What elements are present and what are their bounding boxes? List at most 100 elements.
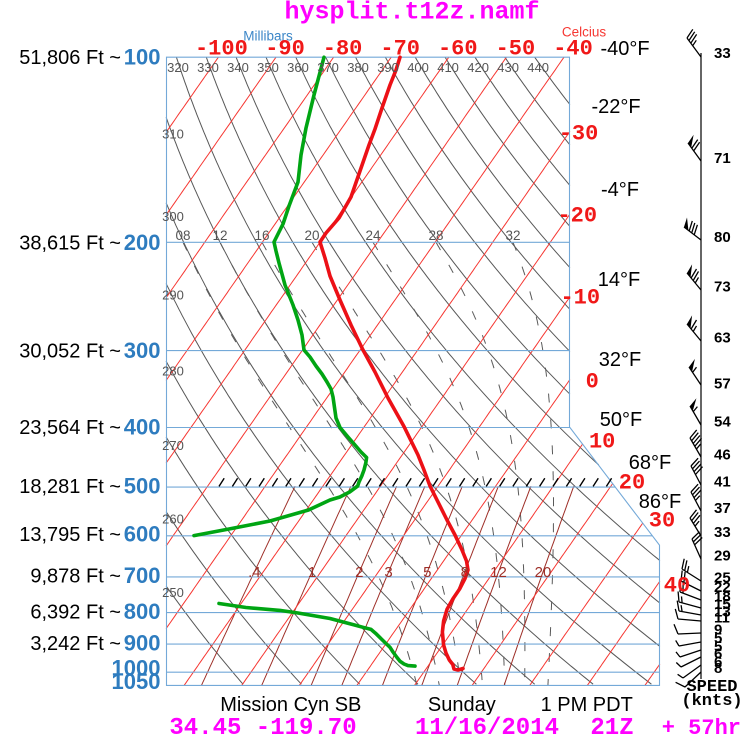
- svg-text:0: 0: [586, 370, 599, 395]
- svg-text:Mission Cyn SB: Mission Cyn SB: [220, 694, 361, 716]
- svg-text:380: 380: [347, 60, 369, 75]
- svg-text:6,392 Ft ~: 6,392 Ft ~: [30, 602, 121, 624]
- svg-text:-10: -10: [560, 286, 600, 311]
- svg-text:(knts): (knts): [681, 692, 741, 711]
- svg-text:330: 330: [197, 60, 219, 75]
- svg-text:71: 71: [714, 150, 731, 167]
- svg-text:68°F: 68°F: [629, 452, 671, 474]
- svg-text:14°F: 14°F: [598, 269, 640, 291]
- svg-text:-20: -20: [557, 204, 597, 229]
- svg-text:18,281 Ft ~: 18,281 Ft ~: [19, 476, 121, 498]
- svg-text:250: 250: [162, 585, 184, 600]
- svg-text:50°F: 50°F: [600, 409, 642, 431]
- svg-text:80: 80: [714, 229, 731, 246]
- svg-text:54: 54: [714, 414, 731, 431]
- svg-text:11: 11: [714, 610, 730, 627]
- svg-text:33: 33: [714, 524, 731, 541]
- svg-text:200: 200: [124, 230, 161, 255]
- svg-text:5: 5: [423, 564, 431, 581]
- svg-text:.4: .4: [248, 564, 261, 581]
- svg-text:hysplit.t12z.namf: hysplit.t12z.namf: [284, 0, 539, 27]
- svg-text:08: 08: [175, 228, 190, 243]
- svg-text:420: 420: [467, 60, 489, 75]
- svg-text:86°F: 86°F: [639, 491, 681, 513]
- svg-text:410: 410: [437, 60, 459, 75]
- svg-text:18: 18: [714, 589, 731, 606]
- svg-text:430: 430: [497, 60, 519, 75]
- svg-text:-90: -90: [265, 37, 305, 62]
- svg-text:900: 900: [124, 631, 161, 656]
- svg-text:Millibars: Millibars: [243, 29, 293, 44]
- svg-text:-50: -50: [496, 37, 536, 62]
- svg-text:500: 500: [124, 474, 161, 499]
- svg-text:-40: -40: [553, 37, 593, 62]
- svg-text:340: 340: [227, 60, 249, 75]
- svg-text:11/16/2014: 11/16/2014: [415, 715, 559, 741]
- svg-text:390: 390: [377, 60, 399, 75]
- svg-text:SPEED: SPEED: [686, 678, 737, 697]
- svg-text:51,806 Ft ~: 51,806 Ft ~: [19, 47, 121, 69]
- svg-text:320: 320: [167, 60, 189, 75]
- svg-text:46: 46: [714, 446, 731, 463]
- svg-text:34.45 -119.70: 34.45 -119.70: [169, 715, 356, 741]
- svg-text:Sunday: Sunday: [428, 694, 496, 716]
- svg-text:40: 40: [664, 574, 690, 599]
- svg-text:-70: -70: [380, 37, 420, 62]
- svg-text:1050: 1050: [112, 669, 161, 694]
- svg-text:57: 57: [714, 376, 731, 393]
- svg-text:260: 260: [162, 511, 184, 526]
- svg-text:400: 400: [407, 60, 429, 75]
- svg-text:300: 300: [124, 338, 161, 363]
- svg-text:360: 360: [287, 60, 309, 75]
- svg-text:600: 600: [124, 522, 161, 547]
- svg-text:13,795 Ft ~: 13,795 Ft ~: [19, 524, 121, 546]
- svg-text:6: 6: [714, 653, 722, 670]
- svg-text:8: 8: [714, 660, 722, 677]
- svg-text:9,878 Ft ~: 9,878 Ft ~: [30, 566, 121, 588]
- svg-text:1000: 1000: [112, 656, 161, 681]
- svg-text:310: 310: [162, 127, 184, 142]
- svg-text:22: 22: [714, 579, 731, 596]
- svg-text:300: 300: [162, 209, 184, 224]
- svg-text:+ 57hr: + 57hr: [662, 716, 741, 741]
- svg-text:2: 2: [355, 564, 363, 581]
- svg-text:6: 6: [714, 646, 722, 663]
- svg-text:800: 800: [124, 599, 161, 624]
- svg-text:16: 16: [254, 228, 269, 243]
- svg-text:9: 9: [714, 621, 722, 638]
- svg-text:-100: -100: [195, 37, 248, 62]
- svg-text:32: 32: [505, 228, 520, 243]
- svg-text:33: 33: [714, 45, 731, 62]
- svg-text:700: 700: [124, 563, 161, 588]
- svg-text:28: 28: [428, 228, 443, 243]
- svg-text:1: 1: [308, 564, 316, 581]
- svg-text:440: 440: [527, 60, 549, 75]
- svg-text:38,615 Ft ~: 38,615 Ft ~: [19, 232, 121, 254]
- svg-text:3: 3: [384, 564, 392, 581]
- svg-text:-80: -80: [323, 37, 363, 62]
- svg-text:3,242 Ft ~: 3,242 Ft ~: [30, 633, 121, 655]
- svg-text:63: 63: [714, 330, 731, 347]
- svg-text:32°F: 32°F: [599, 349, 641, 371]
- svg-text:-40°F: -40°F: [600, 38, 649, 60]
- svg-text:270: 270: [162, 438, 184, 453]
- svg-text:20: 20: [535, 564, 552, 581]
- svg-text:-22°F: -22°F: [591, 96, 640, 118]
- svg-text:20: 20: [619, 471, 645, 496]
- svg-text:23,564 Ft ~: 23,564 Ft ~: [19, 417, 121, 439]
- svg-text:25: 25: [714, 569, 731, 586]
- svg-text:370: 370: [317, 60, 339, 75]
- svg-text:12: 12: [212, 228, 227, 243]
- svg-text:29: 29: [714, 548, 731, 565]
- svg-text:400: 400: [124, 415, 161, 440]
- svg-text:30: 30: [649, 509, 675, 534]
- svg-text:280: 280: [162, 363, 184, 378]
- svg-text:8: 8: [461, 564, 469, 581]
- svg-text:13: 13: [714, 603, 731, 620]
- svg-text:15: 15: [714, 596, 731, 613]
- svg-text:20: 20: [304, 228, 319, 243]
- svg-text:1 PM PDT: 1 PM PDT: [541, 694, 633, 716]
- svg-text:350: 350: [257, 60, 279, 75]
- svg-text:73: 73: [714, 279, 731, 296]
- svg-text:37: 37: [714, 500, 731, 517]
